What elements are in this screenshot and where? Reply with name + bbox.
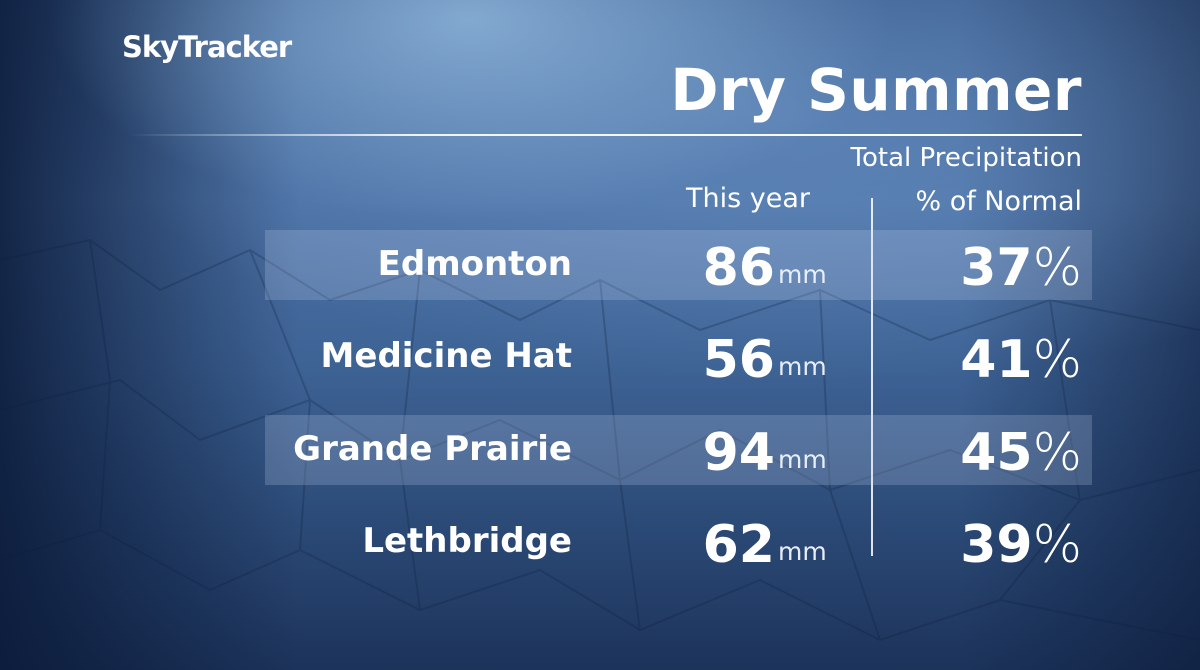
city-name: Edmonton [377,244,572,284]
precip-unit: mm [778,537,827,566]
percent-value: 39 [960,515,1033,575]
page-title: Dry Summer [670,56,1082,124]
city-name: Medicine Hat [320,336,572,376]
percent-symbol: % [1032,515,1082,575]
title-divider [128,134,1082,136]
percent-of-normal: 45% [960,423,1082,483]
percent-value: 45 [960,423,1033,483]
precip-value: 62 [702,515,775,575]
percent-symbol: % [1032,330,1082,390]
city-name: Grande Prairie [293,429,572,469]
table-row: Grande Prairie 94 mm 45% [265,415,1092,485]
subtitle: Total Precipitation [850,143,1083,173]
column-header-this-year: This year [686,183,810,214]
percent-of-normal: 37% [960,238,1082,298]
precip-unit: mm [778,260,827,289]
table-row: Lethbridge 62 mm 39% [265,507,1092,577]
percent-symbol: % [1032,238,1082,298]
precip-unit: mm [778,352,827,381]
precip-value: 94 [702,423,775,483]
precip-value: 56 [702,330,775,390]
city-name: Lethbridge [362,521,572,561]
cracked-earth-texture [0,238,1200,642]
table-row: Edmonton 86 mm 37% [265,230,1092,300]
percent-of-normal: 39% [960,515,1082,575]
column-header-percent-normal: % of Normal [915,186,1082,217]
percent-of-normal: 41% [960,330,1082,390]
precip-value: 86 [702,238,775,298]
percent-symbol: % [1032,423,1082,483]
column-divider [871,198,873,556]
skytracker-logo: SkyTracker [122,30,292,64]
percent-value: 41 [960,330,1033,390]
percent-value: 37 [960,238,1033,298]
precip-unit: mm [778,445,827,474]
table-row: Medicine Hat 56 mm 41% [265,322,1092,392]
